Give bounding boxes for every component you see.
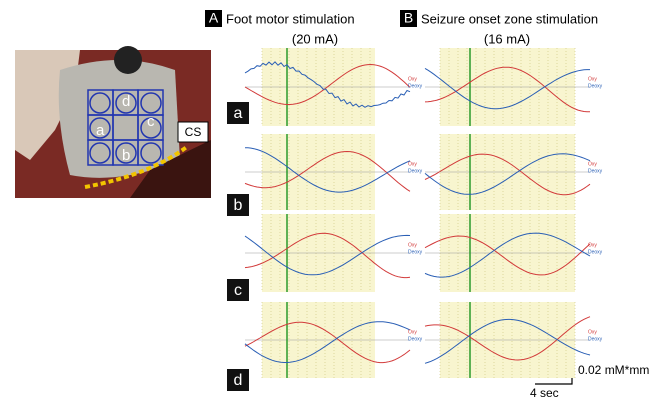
figure: a b c d CS A Foot motor stimulation (20 … bbox=[0, 0, 659, 397]
region-label: b bbox=[122, 147, 130, 164]
region-label: a bbox=[96, 122, 105, 139]
legend-oxy: Oxy bbox=[588, 161, 597, 167]
legend-deoxy: Deoxy bbox=[408, 336, 423, 342]
surgical-photo: a b c d CS bbox=[15, 46, 211, 198]
legend-deoxy: Deoxy bbox=[588, 83, 603, 89]
legend-oxy: Oxy bbox=[588, 329, 597, 335]
panel-subtitle: (20 mA) bbox=[292, 31, 338, 46]
row-label: b bbox=[234, 197, 243, 214]
panel-title: Seizure onset zone stimulation bbox=[421, 11, 598, 26]
panel-letter: A bbox=[209, 10, 219, 26]
legend-oxy: Oxy bbox=[408, 242, 417, 248]
legend-oxy: Oxy bbox=[408, 329, 417, 335]
region-label: c bbox=[147, 113, 155, 130]
row-label: a bbox=[234, 105, 243, 122]
row-label: d bbox=[234, 372, 243, 389]
scale-amplitude: 0.02 mM*mm bbox=[578, 363, 649, 377]
legend-deoxy: Deoxy bbox=[408, 83, 423, 89]
legend-oxy: Oxy bbox=[588, 242, 597, 248]
legend-deoxy: Deoxy bbox=[588, 249, 603, 255]
panel-letter: B bbox=[404, 10, 413, 26]
legend-deoxy: Deoxy bbox=[588, 168, 603, 174]
legend-deoxy: Deoxy bbox=[588, 336, 603, 342]
panel-subtitle: (16 mA) bbox=[484, 31, 530, 46]
legend-deoxy: Deoxy bbox=[408, 168, 423, 174]
row-label: c bbox=[234, 282, 242, 299]
region-label: d bbox=[122, 93, 130, 110]
scale-time: 4 sec bbox=[530, 386, 559, 397]
panel-title: Foot motor stimulation bbox=[226, 11, 355, 26]
legend-deoxy: Deoxy bbox=[408, 249, 423, 255]
cs-label: CS bbox=[185, 125, 202, 139]
legend-oxy: Oxy bbox=[408, 76, 417, 82]
legend-oxy: Oxy bbox=[588, 76, 597, 82]
legend-oxy: Oxy bbox=[408, 161, 417, 167]
